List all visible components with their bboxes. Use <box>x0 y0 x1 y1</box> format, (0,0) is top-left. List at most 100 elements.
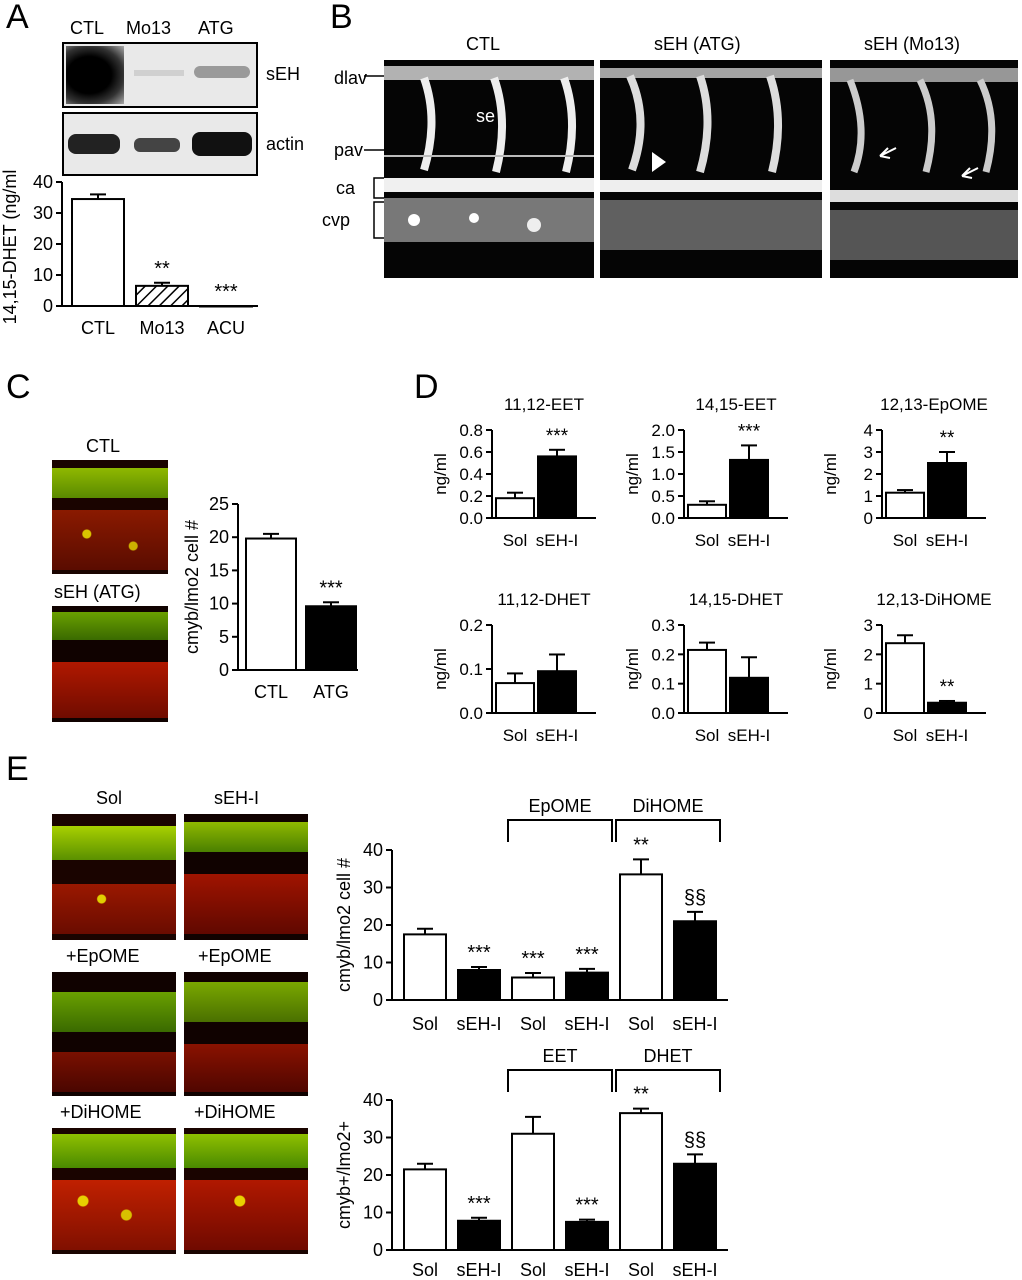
e-image-sol <box>52 814 176 940</box>
c-image-seh-atg <box>52 606 168 722</box>
bar <box>403 1168 447 1251</box>
y-tick-label: 40 <box>363 1090 383 1110</box>
bar <box>619 1112 663 1251</box>
e-image-dihome-2 <box>184 1128 308 1254</box>
chart-title: 14,15-DHET <box>689 590 783 609</box>
bar <box>927 462 967 519</box>
significance-label: §§ <box>684 887 706 909</box>
b-label-ca: ca <box>336 178 356 198</box>
category-label: ACU <box>207 318 245 338</box>
significance-label: *** <box>467 942 491 964</box>
chart-title: 12,13-EpOME <box>880 395 988 414</box>
bar <box>537 670 577 714</box>
bar <box>305 605 357 671</box>
b-title-atg: sEH (ATG) <box>654 34 741 54</box>
chart-title: 12,13-DiHOME <box>876 590 991 609</box>
y-tick-label: 1 <box>864 487 873 506</box>
bar <box>403 933 447 1001</box>
e-image-seh-i <box>184 814 308 940</box>
y-tick-label: 0.2 <box>459 616 483 635</box>
significance-label: *** <box>575 944 599 966</box>
lane-label-ctl: CTL <box>70 18 105 38</box>
y-tick-label: 40 <box>363 840 383 860</box>
bar <box>495 682 535 715</box>
y-axis-label: cmyb/lmo2 cell # <box>334 858 354 992</box>
y-axis-label: 14,15-DHET (ng/ml) <box>0 170 20 324</box>
category-label: Mo13 <box>139 318 184 338</box>
y-tick-label: 20 <box>33 234 53 254</box>
bar <box>565 1220 609 1251</box>
category-label: Sol <box>412 1260 438 1280</box>
category-label: sEH-I <box>565 1014 610 1034</box>
bar <box>619 873 663 1001</box>
category-label: Sol <box>412 1014 438 1034</box>
y-axis-label: ng/ml <box>623 453 642 495</box>
category-label: sEH-I <box>457 1260 502 1280</box>
y-tick-label: 10 <box>363 1203 383 1223</box>
y-tick-label: 0 <box>864 509 873 528</box>
category-label: Sol <box>628 1014 654 1034</box>
y-tick-label: 0.0 <box>459 704 483 723</box>
e-label-dihome-2: +DiHOME <box>194 1102 276 1122</box>
category-label: sEH-I <box>926 531 969 550</box>
bar <box>457 1219 501 1251</box>
y-tick-label: 10 <box>363 953 383 973</box>
western-blot-actin <box>62 112 258 176</box>
band-label-seh: sEH <box>266 64 301 84</box>
e-image-epome-2 <box>184 972 308 1096</box>
y-tick-label: 2 <box>864 645 873 664</box>
category-label: sEH-I <box>536 531 579 550</box>
b-label-pav: pav <box>334 140 364 160</box>
chart-a-dhet: 0 10 20 30 40 14,15-DHET (ng/ml) CTL ** Mo13 *** A… <box>0 170 258 338</box>
chart-d-1112-dhet: 0.0 0.1 0.2 11,12-DHET ng/ml Sol sEH-I <box>431 590 596 745</box>
bar <box>457 969 501 1001</box>
category-label: Sol <box>503 531 528 550</box>
chart-e-cell-count: 0 10 20 30 40 cmyb/lmo2 cell # Sol *** sEH-I *** S… <box>334 796 728 1034</box>
b-title-mo13: sEH (Mo13) <box>864 34 961 54</box>
e-label-dihome-1: +DiHOME <box>60 1102 142 1122</box>
chart-title: 14,15-EET <box>695 395 776 414</box>
y-tick-label: 20 <box>363 915 383 935</box>
category-label: ATG <box>313 682 349 702</box>
bar <box>885 642 925 714</box>
actin-band-atg <box>192 132 252 156</box>
c-image-ctl <box>52 460 168 574</box>
e-label-epome-1: +EpOME <box>66 946 140 966</box>
chart-title: 11,12-DHET <box>497 590 590 609</box>
category-label: sEH-I <box>926 726 969 745</box>
y-tick-label: 0.2 <box>459 487 483 506</box>
bar <box>511 976 555 1001</box>
category-label: sEH-I <box>673 1260 718 1280</box>
y-axis-label: ng/ml <box>821 453 840 495</box>
significance-label: ** <box>940 428 955 449</box>
category-label: sEH-I <box>457 1014 502 1034</box>
bracket <box>615 1069 721 1092</box>
seh-band-ctl <box>66 46 124 104</box>
category-label: Sol <box>695 726 720 745</box>
y-axis-label: ng/ml <box>821 648 840 690</box>
panel-letter-a: A <box>6 0 29 36</box>
y-tick-label: 10 <box>33 265 53 285</box>
y-tick-label: 10 <box>209 594 229 614</box>
bar <box>565 971 609 1001</box>
y-tick-label: 0.4 <box>459 465 483 484</box>
y-tick-label: 3 <box>864 616 873 635</box>
b-label-dlav: dlav <box>334 68 368 88</box>
y-axis-label: cmyb+/lmo2+ <box>334 1121 354 1229</box>
y-axis-label: ng/ml <box>623 648 642 690</box>
chart-title: 11,12-EET <box>504 395 584 414</box>
lane-label-mo13: Mo13 <box>126 18 172 38</box>
bar <box>729 458 769 519</box>
bar <box>71 198 125 307</box>
panel-letter-e: E <box>6 750 29 788</box>
bar <box>135 284 189 307</box>
actin-band-ctl <box>68 134 120 154</box>
significance-label: *** <box>319 577 343 599</box>
y-tick-label: 0.0 <box>651 509 675 528</box>
bar <box>885 491 925 519</box>
se-label: se <box>476 106 496 126</box>
category-label: sEH-I <box>673 1014 718 1034</box>
panel-letter-d: D <box>414 368 439 406</box>
bracket-label: EpOME <box>528 796 591 816</box>
bar <box>495 497 535 519</box>
